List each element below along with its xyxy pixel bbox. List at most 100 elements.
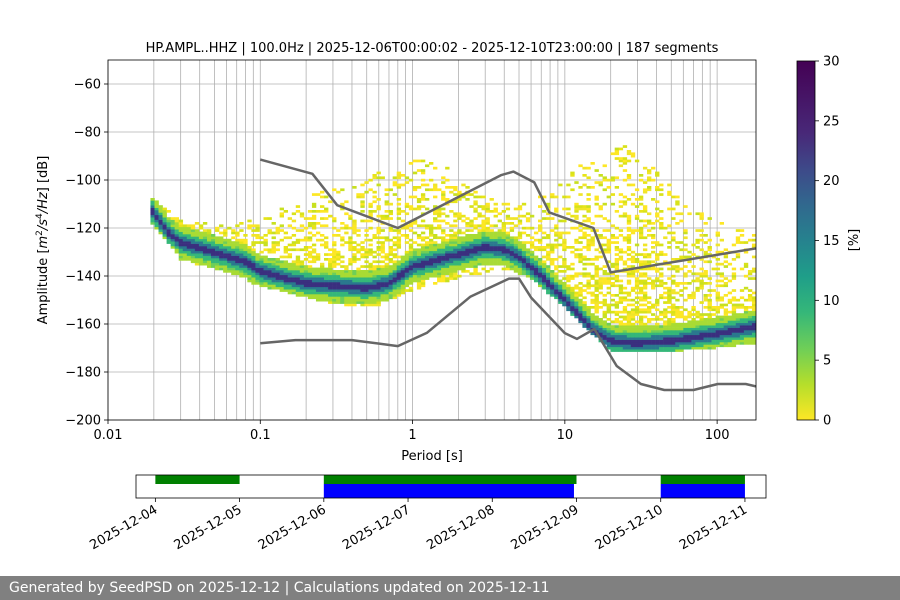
x-tick-label: 0.01	[94, 428, 123, 443]
heatmap-cell	[259, 274, 264, 278]
heatmap-cell	[513, 270, 519, 273]
heatmap-cell	[739, 332, 745, 336]
heatmap-cell	[420, 171, 426, 175]
heatmap-cell	[695, 334, 700, 338]
heatmap-cell	[352, 224, 357, 228]
heatmap-cell	[731, 277, 737, 280]
heatmap-cell	[295, 238, 301, 242]
heatmap-cell	[751, 313, 756, 316]
heatmap-cell	[642, 190, 648, 194]
heatmap-cell	[420, 250, 426, 254]
available-span	[155, 475, 240, 484]
heatmap-cell	[267, 229, 272, 232]
heatmap-cell	[719, 337, 725, 340]
heatmap-cell	[634, 159, 640, 163]
heatmap-cell	[651, 166, 656, 170]
heatmap-cell	[211, 238, 216, 242]
heatmap-cell	[465, 265, 470, 268]
heatmap-cell	[542, 282, 547, 285]
heatmap-cell	[703, 260, 708, 264]
heatmap-cell	[453, 186, 458, 189]
heatmap-cell	[586, 219, 591, 223]
heatmap-cell	[433, 210, 438, 213]
heatmap-cell	[166, 234, 171, 237]
heatmap-cell	[655, 325, 660, 328]
heatmap-cell	[465, 222, 470, 225]
heatmap-cell	[412, 231, 418, 235]
heatmap-cell	[659, 253, 664, 256]
heatmap-cell	[562, 241, 567, 244]
heatmap-cell	[247, 219, 252, 223]
heatmap-cell	[622, 308, 628, 312]
heatmap-cell	[259, 236, 264, 240]
heatmap-cell	[384, 202, 389, 206]
heatmap-cell	[364, 229, 369, 232]
heatmap-cell	[647, 176, 652, 180]
heatmap-cell	[340, 236, 345, 240]
heatmap-cell	[598, 286, 603, 290]
heatmap-cell	[158, 210, 163, 213]
heatmap-cell	[731, 315, 737, 319]
heatmap-cell	[707, 318, 712, 321]
heatmap-cell	[739, 306, 745, 309]
heatmap-cell	[618, 255, 624, 259]
heatmap-cell	[642, 308, 648, 312]
heatmap-cell	[735, 339, 741, 343]
heatmap-cell	[634, 198, 640, 201]
heatmap-cell	[291, 241, 297, 244]
heatmap-cell	[283, 262, 289, 266]
heatmap-cell	[574, 303, 579, 307]
heatmap-cell	[715, 327, 720, 331]
heatmap-cell	[687, 327, 692, 331]
heatmap-cell	[303, 238, 309, 242]
heatmap-cell	[223, 262, 228, 266]
heatmap-cell	[380, 291, 385, 295]
heatmap-cell	[332, 291, 337, 295]
heatmap-cell	[517, 262, 523, 266]
heatmap-cell	[356, 284, 361, 288]
heatmap-cell	[311, 250, 317, 254]
heatmap-cell	[651, 346, 656, 350]
heatmap-cell	[477, 250, 482, 254]
heatmap-cell	[582, 318, 587, 321]
heatmap-cell	[336, 298, 341, 302]
heatmap-cell	[667, 332, 672, 336]
heatmap-cell	[719, 325, 725, 328]
heatmap-cell	[578, 164, 583, 168]
heatmap-cell	[235, 260, 240, 264]
heatmap-cell	[695, 286, 700, 290]
heatmap-cell	[279, 272, 284, 276]
heatmap-cell	[275, 282, 280, 285]
heatmap-cell	[558, 270, 563, 273]
heatmap-cell	[485, 234, 490, 237]
heatmap-cell	[162, 219, 167, 223]
heatmap-cell	[267, 231, 272, 235]
heatmap-cell	[368, 294, 373, 297]
heatmap-cell	[307, 236, 313, 240]
heatmap-cell	[251, 250, 256, 254]
heatmap-cell	[267, 267, 272, 271]
heatmap-cell	[529, 214, 535, 218]
heatmap-cell	[715, 272, 720, 276]
heatmap-cell	[267, 260, 272, 264]
heatmap-cell	[683, 236, 688, 240]
heatmap-cell	[525, 260, 531, 264]
heatmap-cell	[215, 248, 220, 252]
heatmap-cell	[307, 291, 313, 295]
heatmap-cell	[356, 267, 361, 271]
heatmap-cell	[449, 270, 454, 273]
heatmap-cell	[546, 212, 551, 216]
heatmap-cell	[667, 322, 672, 326]
heatmap-cell	[638, 327, 644, 331]
heatmap-cell	[521, 262, 527, 266]
heatmap-cell	[546, 255, 551, 259]
heatmap-cell	[618, 332, 624, 336]
heatmap-cell	[715, 337, 720, 340]
heatmap-cell	[594, 322, 599, 326]
heatmap-cell	[453, 260, 458, 264]
heatmap-cell	[332, 260, 337, 264]
heatmap-cell	[453, 236, 458, 240]
heatmap-cell	[307, 267, 313, 271]
heatmap-cell	[707, 298, 712, 302]
heatmap-cell	[352, 294, 357, 297]
